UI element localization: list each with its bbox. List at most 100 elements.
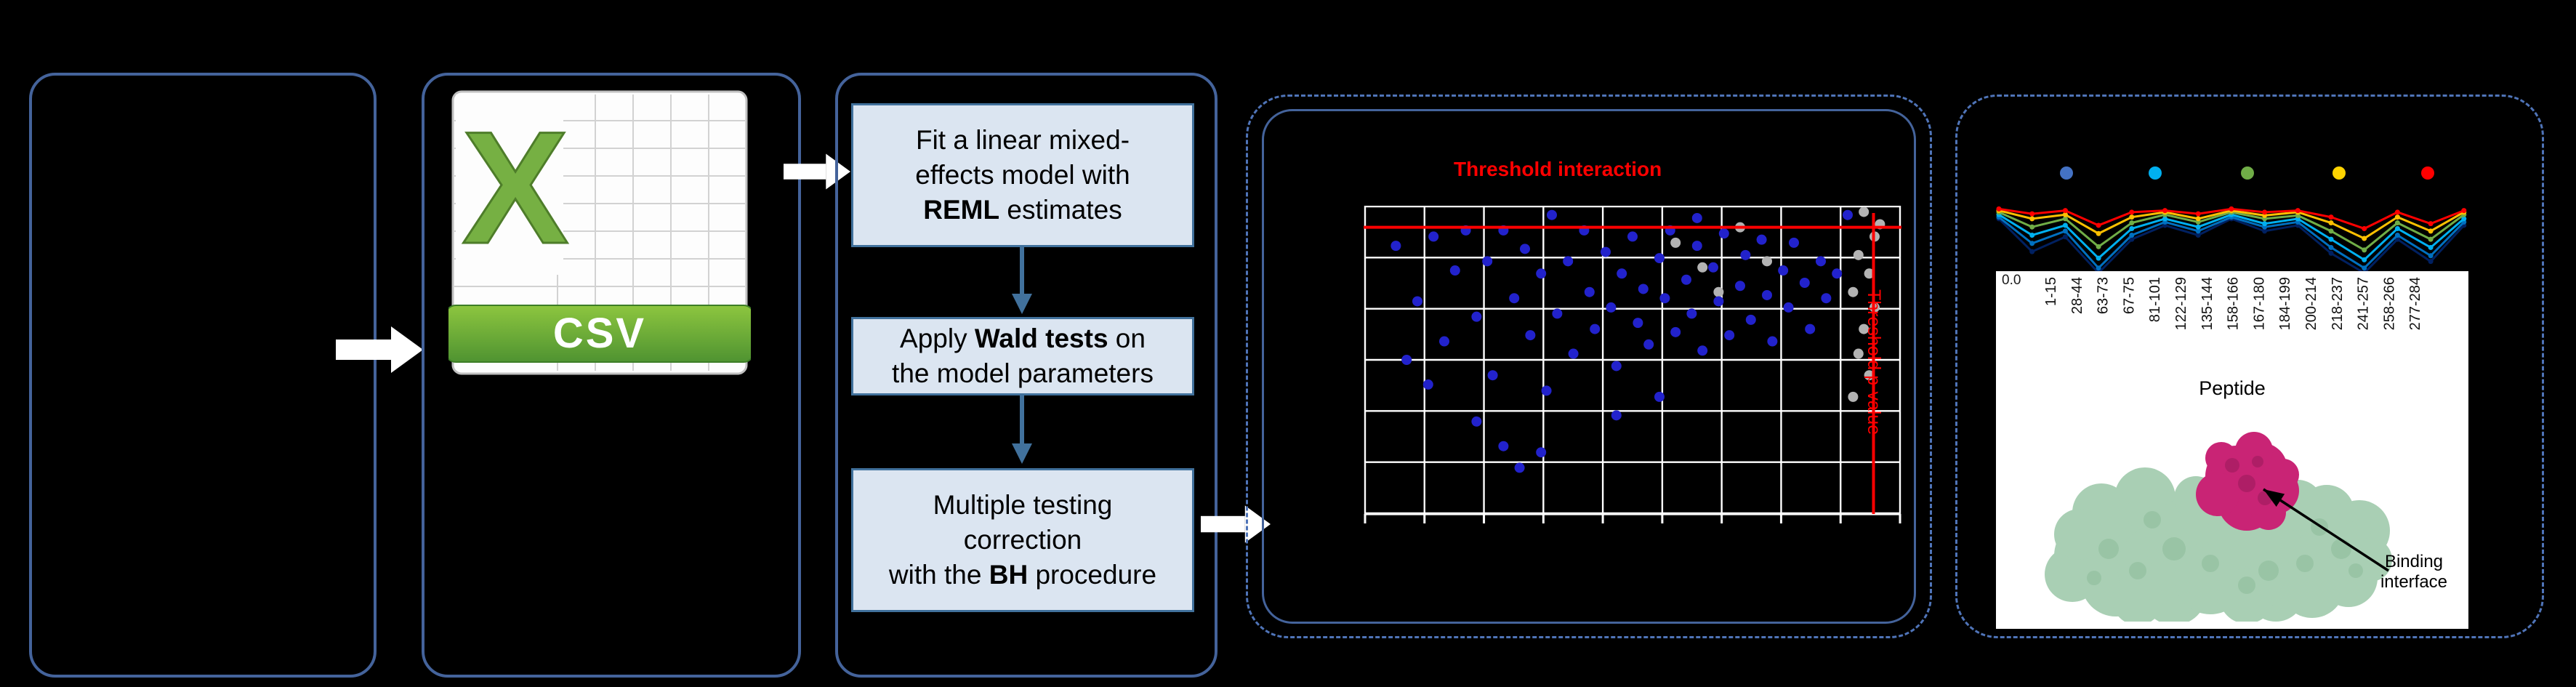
protein-shade-blob [2311,518,2328,536]
scatter-point-blue [1670,326,1681,337]
profile-point [2328,228,2334,234]
profile-axis-and-structure: 0.0 1-15 28-44 63-73 67-75 81-101 122-129 135-… [1996,271,2468,629]
condition-dot [2060,166,2073,180]
protein-shade-blob [2144,511,2161,529]
protein-shade-blob [2098,539,2119,559]
peptide-tick-label: 122-129 [2173,277,2189,330]
profile-point [2461,216,2467,222]
step-text-line: Apply Wald tests on [853,321,1192,356]
step-text: correction [963,525,1082,555]
x-axis-title: Peptide [2199,377,2266,399]
scatter-point-blue [1724,330,1735,341]
step-text-line: with the BH procedure [853,558,1192,592]
protein-shade-blob [2162,537,2186,561]
scatter-point-blue [1843,209,1853,220]
panel-peptide-profiles [1955,95,2544,638]
scatter-point-blue [1805,324,1816,334]
scatter-point-blue [1756,234,1767,245]
scatter-point-blue [1584,286,1595,297]
step-box-bh: Multiple testing correction with the BH … [851,468,1194,612]
peptide-tick-label: 135-144 [2199,277,2215,330]
protein-shade-blob [2296,555,2314,572]
scatter-point-blue [1541,385,1552,396]
step-text: Fit a linear mixed- [915,125,1130,155]
csv-file-icon: X CSV [448,90,751,375]
condition-dot [2149,166,2162,180]
profile-point [2062,212,2068,217]
flow-arrow-1 [336,326,423,373]
step-text-bold: REML [923,195,1000,225]
binding-peptide-shade [2225,458,2239,473]
scatter-point-blue [1439,336,1449,347]
scatter-point-blue [1536,268,1547,279]
condition-dot [2241,166,2254,180]
peptide-tick-label: 67-75 [2121,277,2137,314]
scatter-point-blue [1816,256,1826,267]
scatter-point-blue [1617,268,1627,279]
scatter-point-blue [1659,293,1670,304]
step-text: with the [888,560,989,590]
scatter-point-blue [1789,237,1799,248]
profile-point [2195,228,2201,234]
scatter-point-blue [1783,302,1794,313]
profile-point [2394,209,2400,215]
profile-point [2362,257,2367,262]
scatter-point-blue [1611,410,1622,421]
step-box-reml: Fit a linear mixed- effects model with R… [851,103,1194,247]
y-axis-tick-label: 0.0 [2002,273,2021,288]
profile-point [2394,236,2400,242]
peptide-axis: 1-15 28-44 63-73 67-75 81-101 122-129 135-144 1… [2043,277,2423,330]
profile-point [1996,206,2002,212]
profile-point [2129,225,2135,231]
profile-point [2029,224,2035,230]
scatter-point-blue [1563,256,1574,267]
scatter-point-blue [1718,228,1729,239]
profile-point [2096,265,2101,271]
profile-point [2195,211,2201,217]
profile-point [2029,233,2035,238]
scatter-point-gray [1864,370,1875,381]
peptide-tick-label: 1-15 [2043,277,2059,306]
scatter-point-blue [1681,274,1691,285]
profile-point [2195,224,2201,230]
step-text-bold: BH [989,560,1029,590]
scatter-point-blue [1735,281,1745,292]
condition-dot [2333,166,2346,180]
workflow-down-arrow-2 [1012,395,1032,464]
scatter-point-gray [1697,262,1708,273]
protein-shade-blob [2238,576,2255,594]
scatter-point-blue [1633,318,1643,329]
scatter-point-blue [1487,370,1498,381]
step-text: Apply [900,324,975,353]
scatter-point-blue [1547,209,1557,220]
profile-point [2328,250,2334,256]
scatter-point-blue [1412,296,1422,307]
scatter-point-blue [1627,231,1638,242]
protein-structure-image [2045,432,2392,622]
down-arrow-head [1012,443,1032,464]
step-box-wald: Apply Wald tests on the model parameters [851,317,1194,395]
step-text: on [1108,324,1146,353]
scatter-point-blue [1832,268,1843,279]
profile-point [2428,221,2434,227]
scatter-point-blue [1686,308,1697,319]
scatter-point-blue [1422,379,1433,390]
scatter-point-blue [1401,355,1412,365]
profile-point [2029,216,2035,222]
protein-body-blob [2112,574,2163,622]
csv-label: CSV [553,310,646,357]
profile-point [2394,220,2400,226]
csv-letter-backdrop [456,95,563,275]
protein-body-blob [2054,509,2105,560]
flow-arrow-head [826,153,850,190]
panel-csv-file [422,73,801,678]
profile-point [2262,209,2268,215]
binding-peptide-blob [2196,473,2239,516]
scatter-point-blue [1745,314,1756,325]
flow-arrow-body [784,164,826,180]
scatter-point-gray [1864,268,1875,279]
protein-shade-blob [2129,562,2146,579]
panel-scatter-results [1246,95,1932,638]
scatter-point-blue [1449,265,1460,276]
